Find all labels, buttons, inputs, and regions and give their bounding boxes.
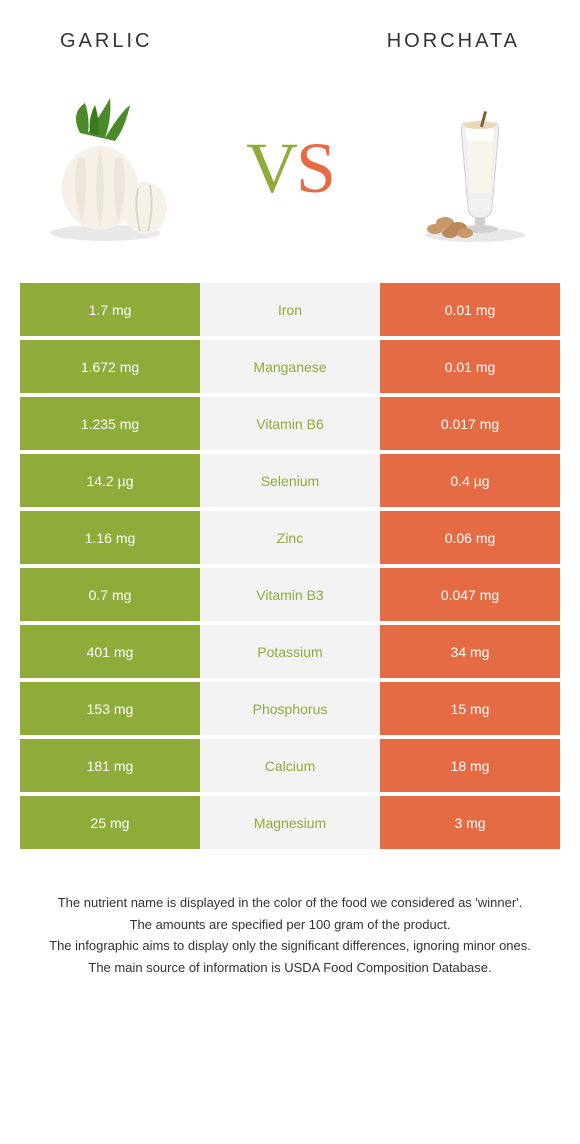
nutrient-label-cell: Potassium <box>200 625 380 678</box>
right-value-cell: 0.06 mg <box>380 511 560 564</box>
footer-notes: The nutrient name is displayed in the co… <box>0 853 580 999</box>
table-row: 181 mgCalcium18 mg <box>20 739 560 792</box>
garlic-icon <box>30 93 180 243</box>
table-row: 14.2 µgSelenium0.4 µg <box>20 454 560 507</box>
footer-line: The infographic aims to display only the… <box>30 936 550 956</box>
right-value-cell: 0.01 mg <box>380 283 560 336</box>
nutrient-label-cell: Calcium <box>200 739 380 792</box>
table-row: 1.7 mgIron0.01 mg <box>20 283 560 336</box>
nutrient-label-cell: Iron <box>200 283 380 336</box>
right-value-cell: 18 mg <box>380 739 560 792</box>
footer-line: The main source of information is USDA F… <box>30 958 550 978</box>
table-row: 1.16 mgZinc0.06 mg <box>20 511 560 564</box>
table-row: 1.235 mgVitamin B60.017 mg <box>20 397 560 450</box>
horchata-image <box>400 93 550 243</box>
left-value-cell: 1.235 mg <box>20 397 200 450</box>
nutrient-label-cell: Zinc <box>200 511 380 564</box>
footer-line: The nutrient name is displayed in the co… <box>30 893 550 913</box>
right-value-cell: 0.047 mg <box>380 568 560 621</box>
table-row: 1.672 mgManganese0.01 mg <box>20 340 560 393</box>
vs-v: V <box>246 128 296 208</box>
garlic-image <box>30 93 180 243</box>
nutrient-label-cell: Phosphorus <box>200 682 380 735</box>
footer-line: The amounts are specified per 100 gram o… <box>30 915 550 935</box>
nutrient-label-cell: Magnesium <box>200 796 380 849</box>
right-value-cell: 3 mg <box>380 796 560 849</box>
right-food-title: Horchata <box>387 30 520 53</box>
left-value-cell: 1.672 mg <box>20 340 200 393</box>
left-value-cell: 14.2 µg <box>20 454 200 507</box>
left-value-cell: 1.7 mg <box>20 283 200 336</box>
right-value-cell: 15 mg <box>380 682 560 735</box>
right-value-cell: 0.4 µg <box>380 454 560 507</box>
vs-label: VS <box>246 127 334 210</box>
header: Garlic Horchata <box>0 0 580 73</box>
left-value-cell: 181 mg <box>20 739 200 792</box>
table-row: 0.7 mgVitamin B30.047 mg <box>20 568 560 621</box>
nutrient-label-cell: Vitamin B6 <box>200 397 380 450</box>
left-value-cell: 0.7 mg <box>20 568 200 621</box>
nutrient-label-cell: Selenium <box>200 454 380 507</box>
left-value-cell: 25 mg <box>20 796 200 849</box>
left-value-cell: 1.16 mg <box>20 511 200 564</box>
right-value-cell: 0.017 mg <box>380 397 560 450</box>
left-value-cell: 401 mg <box>20 625 200 678</box>
right-value-cell: 34 mg <box>380 625 560 678</box>
table-row: 401 mgPotassium34 mg <box>20 625 560 678</box>
table-row: 153 mgPhosphorus15 mg <box>20 682 560 735</box>
right-value-cell: 0.01 mg <box>380 340 560 393</box>
vs-s: S <box>296 128 334 208</box>
nutrient-table: 1.7 mgIron0.01 mg1.672 mgManganese0.01 m… <box>0 283 580 849</box>
nutrient-label-cell: Manganese <box>200 340 380 393</box>
table-row: 25 mgMagnesium3 mg <box>20 796 560 849</box>
nutrient-label-cell: Vitamin B3 <box>200 568 380 621</box>
left-value-cell: 153 mg <box>20 682 200 735</box>
left-food-title: Garlic <box>60 30 152 53</box>
hero-row: VS <box>0 73 580 283</box>
horchata-icon <box>400 93 550 243</box>
